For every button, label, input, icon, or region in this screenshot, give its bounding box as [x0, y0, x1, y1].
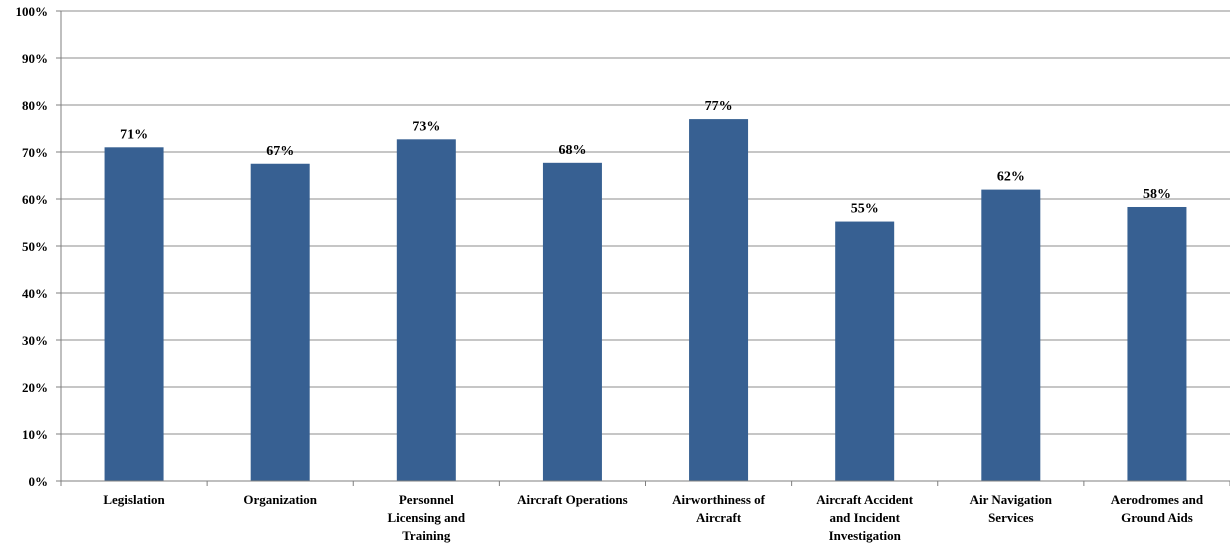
y-tick-label: 50%	[22, 239, 48, 254]
y-tick-label: 70%	[22, 145, 48, 160]
bar	[396, 139, 456, 481]
bars	[104, 119, 1187, 482]
category-label: Legislation	[103, 492, 165, 507]
category-label: Organization	[243, 492, 317, 507]
data-label: 55%	[851, 202, 879, 217]
y-tick-label: 80%	[22, 98, 48, 113]
data-label: 71%	[120, 127, 148, 142]
bar	[104, 147, 164, 482]
bar	[542, 162, 602, 481]
category-label: Personnel Licensing and Training	[387, 492, 465, 543]
category-labels: Legislation Organization Personnel Licensin…	[103, 492, 1204, 543]
bar	[1127, 206, 1187, 482]
y-tick-label: 20%	[22, 380, 48, 395]
y-tick-label: 90%	[22, 51, 48, 66]
axes	[56, 10, 1230, 486]
y-tick-label: 60%	[22, 192, 48, 207]
bar	[981, 189, 1041, 481]
bar	[689, 119, 749, 481]
data-label: 58%	[1143, 187, 1171, 202]
data-label: 73%	[412, 119, 440, 134]
bar	[835, 221, 895, 481]
category-label: Aircraft Operations	[517, 492, 628, 507]
data-label: 62%	[997, 170, 1025, 185]
category-label: Airworthiness of Aircraft	[672, 492, 765, 525]
y-tick-label: 0%	[29, 474, 49, 489]
category-label: Aerodromes and Ground Aids	[1111, 492, 1204, 525]
category-label: Aircraft Accident and Incident Investigati…	[816, 492, 914, 543]
y-tick-label: 40%	[22, 286, 48, 301]
data-label: 67%	[266, 144, 294, 159]
data-label: 77%	[705, 99, 733, 114]
y-tick-label: 10%	[22, 427, 48, 442]
data-labels: 71% 67% 73% 68% 77% 55% 62% 58%	[120, 99, 1171, 216]
gridlines	[61, 10, 1230, 435]
bar	[250, 163, 310, 481]
y-tick-label: 30%	[22, 333, 48, 348]
category-label: Air Navigation Services	[970, 492, 1053, 525]
y-axis-ticks: 0% 10% 20% 30% 40% 50% 60% 70% 80% 90% 100%	[16, 4, 49, 489]
data-label: 68%	[558, 143, 586, 158]
y-tick-label: 100%	[16, 4, 49, 19]
